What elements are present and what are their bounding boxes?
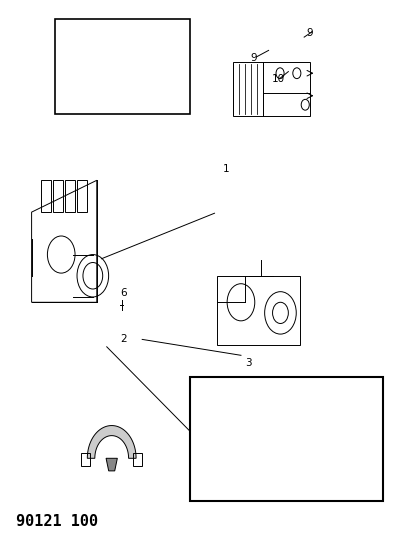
Text: 2.2 LITER ENG.: 2.2 LITER ENG.: [85, 24, 160, 33]
Text: 7: 7: [205, 387, 212, 397]
Text: 2: 2: [120, 334, 127, 344]
Text: 3: 3: [245, 358, 252, 368]
Text: 9: 9: [306, 28, 313, 38]
Text: 6: 6: [120, 288, 127, 298]
Bar: [190, 376, 383, 501]
Polygon shape: [106, 458, 117, 471]
Text: 8: 8: [361, 387, 367, 397]
Text: 1: 1: [223, 164, 230, 174]
Bar: [55, 19, 190, 114]
Polygon shape: [87, 425, 136, 458]
Text: 5: 5: [136, 98, 143, 108]
Text: 10: 10: [272, 74, 285, 84]
Text: 90121 100: 90121 100: [16, 514, 98, 529]
Text: 9: 9: [251, 53, 258, 63]
